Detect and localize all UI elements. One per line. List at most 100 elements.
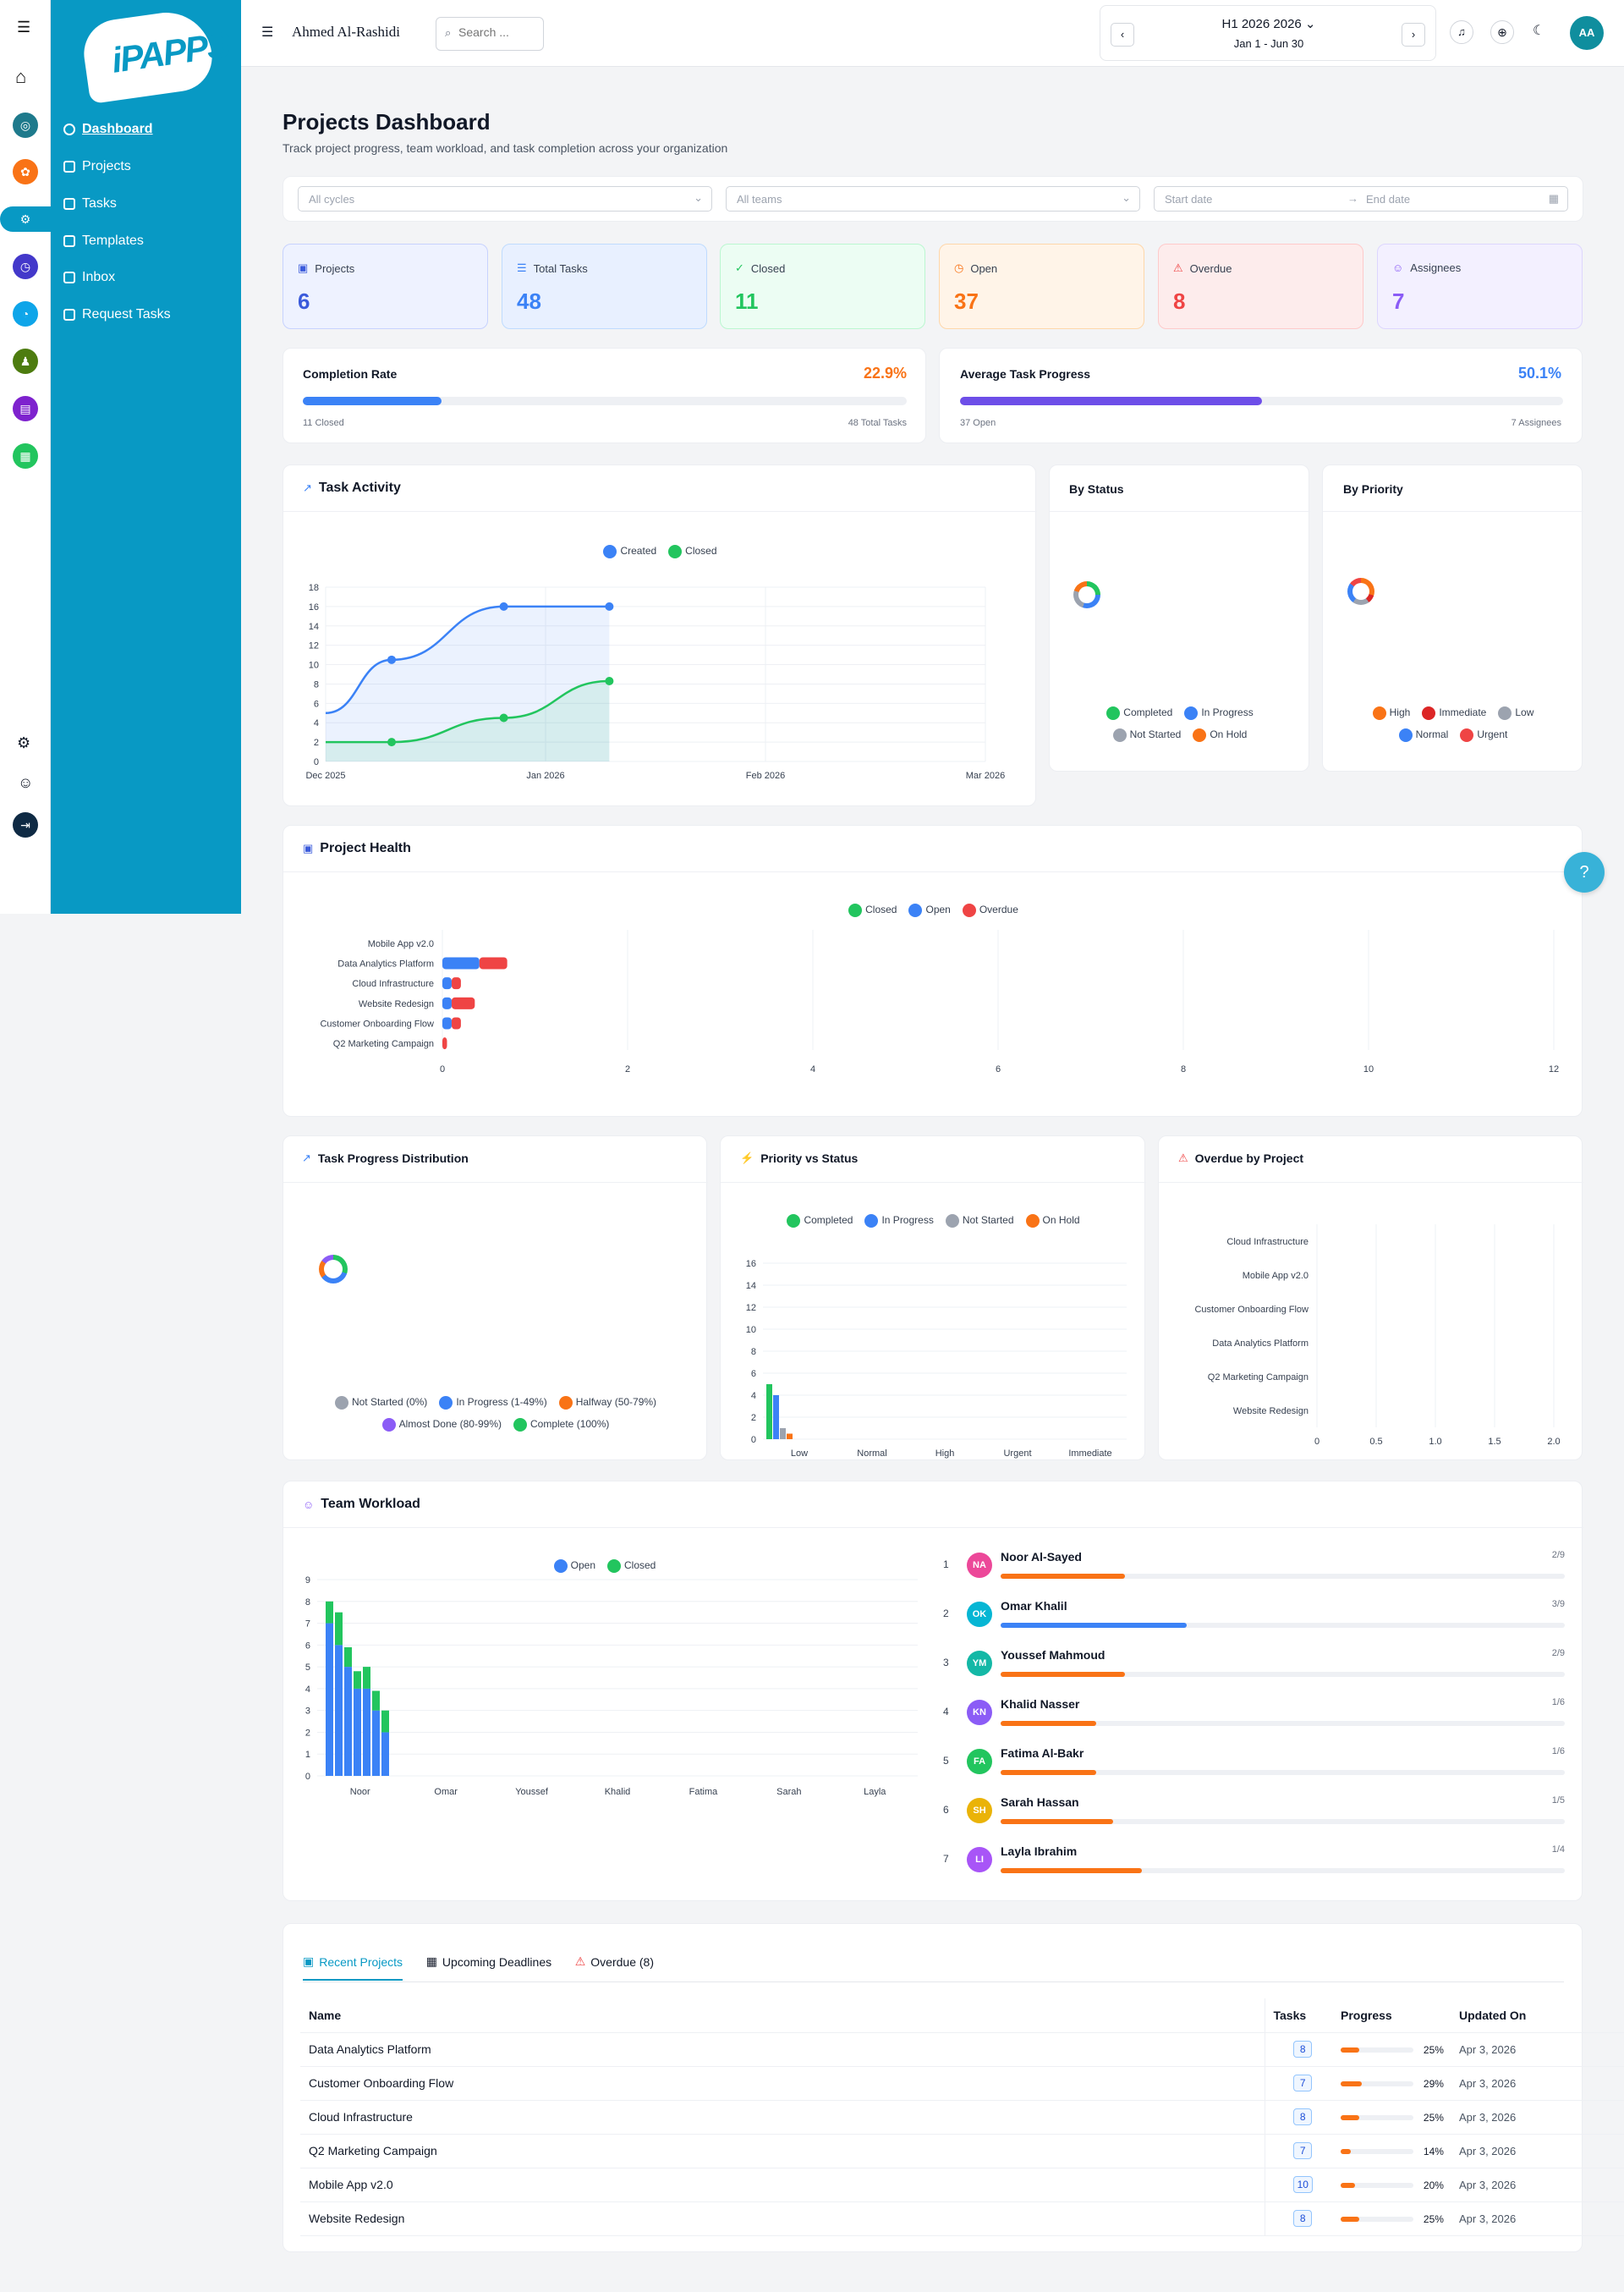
legend-item[interactable]: On Hold (1193, 728, 1247, 742)
priority-donut[interactable] (1347, 578, 1374, 605)
home-icon[interactable]: ⌂ (15, 66, 27, 87)
rail-app-icon[interactable]: ◷ (13, 254, 38, 279)
sidebar-item-templates[interactable]: Templates (63, 234, 144, 249)
legend-item[interactable]: High (1372, 706, 1410, 720)
next-period-button[interactable]: › (1402, 23, 1425, 47)
avatar[interactable]: AA (1570, 16, 1604, 50)
legend-item[interactable]: Almost Done (80-99%) (381, 1418, 502, 1432)
legend-item[interactable]: Not Started (945, 1214, 1014, 1228)
column-header-progress[interactable]: Progress (1332, 1998, 1451, 2033)
column-header-updated[interactable]: Updated On (1451, 1998, 1624, 2033)
search-box[interactable]: ⌕ (436, 17, 544, 51)
menu-icon[interactable]: ☰ (17, 19, 31, 36)
workload-row[interactable]: 4 KN Khalid Nasser 1/6 (939, 1687, 1565, 1736)
y-tick-label: 0 (314, 757, 319, 767)
y-tick-label: 4 (305, 1685, 310, 1695)
user-icon[interactable]: ☺ (18, 774, 34, 791)
legend-item[interactable]: Not Started (1112, 728, 1181, 742)
legend-item[interactable]: Immediate (1422, 706, 1486, 720)
legend-item[interactable]: Closed (607, 1559, 656, 1573)
y-tick-label: 6 (751, 1369, 756, 1379)
y-tick-label: Q2 Marketing Campaign (1208, 1372, 1309, 1382)
table-row[interactable]: Customer Onboarding Flow 7 29% Apr 3, 2026 (300, 2066, 1624, 2101)
workload-row[interactable]: 1 NA Noor Al-Sayed 2/9 (939, 1540, 1565, 1589)
project-name[interactable]: Data Analytics Platform (300, 2032, 1265, 2067)
average-progress-card: Average Task Progress 50.1% 37 Open 7 As… (939, 348, 1583, 443)
sidebar-item-projects[interactable]: Projects (63, 159, 131, 174)
workload-row[interactable]: 6 SH Sarah Hassan 1/5 (939, 1785, 1565, 1834)
bell-icon[interactable]: ♫ (1450, 20, 1473, 44)
help-button[interactable]: ? (1564, 852, 1605, 893)
column-header-tasks[interactable]: Tasks (1264, 1998, 1332, 2033)
legend-item[interactable]: On Hold (1025, 1214, 1080, 1228)
period-title[interactable]: H1 2026 2026 ⌄ (1221, 17, 1316, 31)
legend-item[interactable]: Normal (1398, 728, 1448, 742)
workload-row[interactable]: 3 YM Youssef Mahmoud 2/9 (939, 1638, 1565, 1687)
table-row[interactable]: Mobile App v2.0 10 20% Apr 3, 2026 (300, 2168, 1624, 2202)
legend-item[interactable]: Completed (787, 1214, 853, 1228)
progress-donut[interactable] (319, 1255, 348, 1283)
logout-icon[interactable]: ⇥ (13, 812, 38, 838)
rail-app-icon[interactable]: ◔ (13, 301, 38, 327)
dark-mode-icon[interactable]: ☾ (1533, 24, 1545, 38)
table-row[interactable]: Cloud Infrastructure 8 25% Apr 3, 2026 (300, 2100, 1624, 2135)
progress-bar (1341, 2183, 1413, 2189)
globe-icon[interactable]: ⊕ (1490, 20, 1514, 44)
sidebar-item-request-tasks[interactable]: Request Tasks (63, 307, 171, 322)
legend-item[interactable]: Closed (848, 904, 897, 917)
prev-period-button[interactable]: ‹ (1111, 23, 1134, 47)
legend-item[interactable]: In Progress (864, 1214, 934, 1228)
rail-app-icon[interactable]: ✿ (13, 159, 38, 184)
table-row[interactable]: Q2 Marketing Campaign 7 14% Apr 3, 2026 (300, 2134, 1624, 2168)
sidebar-item-dashboard[interactable]: Dashboard (63, 122, 153, 137)
cycles-select[interactable]: All cycles ⌄ (298, 186, 712, 212)
rail-app-icon[interactable]: ▤ (13, 396, 38, 421)
project-name[interactable]: Website Redesign (300, 2201, 1265, 2236)
legend-item[interactable]: In Progress (1-49%) (439, 1396, 547, 1410)
legend-item[interactable]: Completed (1106, 706, 1172, 720)
workload-row[interactable]: 2 OK Omar Khalil 3/9 (939, 1589, 1565, 1638)
table-row[interactable]: Data Analytics Platform 8 25% Apr 3, 2026 (300, 2032, 1624, 2067)
chart-legend: Closed Open Overdue (283, 904, 1583, 917)
legend-item[interactable]: Created (603, 545, 656, 558)
y-tick-label: 16 (746, 1259, 756, 1269)
tab-recent-projects[interactable]: ▣ Recent Projects (303, 1954, 403, 1981)
bar-segment (451, 1017, 461, 1030)
project-name[interactable]: Q2 Marketing Campaign (300, 2134, 1265, 2168)
tab-overdue[interactable]: ⚠ Overdue (8) (574, 1954, 654, 1969)
task-count-badge: 7 (1293, 2075, 1313, 2091)
sidebar-item-tasks[interactable]: Tasks (63, 196, 117, 212)
search-input[interactable] (458, 25, 540, 39)
rank: 7 (943, 1853, 949, 1865)
legend-item[interactable]: Open (553, 1559, 595, 1573)
rail-app-icon[interactable]: ▦ (13, 443, 38, 469)
tab-upcoming-deadlines[interactable]: ▦ Upcoming Deadlines (425, 1954, 552, 1969)
workload-row[interactable]: 5 FA Fatima Al-Bakr 1/6 (939, 1736, 1565, 1785)
legend-item[interactable]: Not Started (0%) (334, 1396, 427, 1410)
legend-item[interactable]: Urgent (1460, 728, 1507, 742)
settings-icon[interactable]: ⚙ (17, 734, 31, 751)
project-name[interactable]: Mobile App v2.0 (300, 2168, 1265, 2202)
column-header-name[interactable]: Name (300, 1998, 1265, 2033)
legend-item[interactable]: Closed (668, 545, 717, 558)
rail-app-icon[interactable]: ◎ (13, 113, 38, 138)
teams-select[interactable]: All teams ⌄ (726, 186, 1140, 212)
legend-item[interactable]: Low (1498, 706, 1533, 720)
date-range-picker[interactable]: Start date → End date ▦ (1154, 186, 1568, 212)
status-donut[interactable] (1073, 581, 1100, 608)
legend-item[interactable]: Open (908, 904, 951, 917)
rail-app-icon[interactable]: ♟ (13, 349, 38, 374)
workload-row[interactable]: 7 LI Layla Ibrahim 1/4 (939, 1834, 1565, 1883)
x-tick-label: High (935, 1448, 955, 1459)
legend-item[interactable]: Complete (100%) (513, 1418, 609, 1432)
rail-projects-icon[interactable]: ⚙ (0, 206, 51, 232)
collapse-sidebar-icon[interactable]: ☰ (261, 25, 274, 40)
table-row[interactable]: Website Redesign 8 25% Apr 3, 2026 (300, 2201, 1624, 2236)
legend-item[interactable]: Overdue (962, 904, 1018, 917)
card-title: Task Progress Distribution (317, 1151, 469, 1165)
project-name[interactable]: Customer Onboarding Flow (300, 2066, 1265, 2101)
legend-item[interactable]: In Progress (1184, 706, 1254, 720)
project-name[interactable]: Cloud Infrastructure (300, 2100, 1265, 2135)
sidebar-item-inbox[interactable]: Inbox (63, 270, 115, 285)
legend-item[interactable]: Halfway (50-79%) (558, 1396, 656, 1410)
